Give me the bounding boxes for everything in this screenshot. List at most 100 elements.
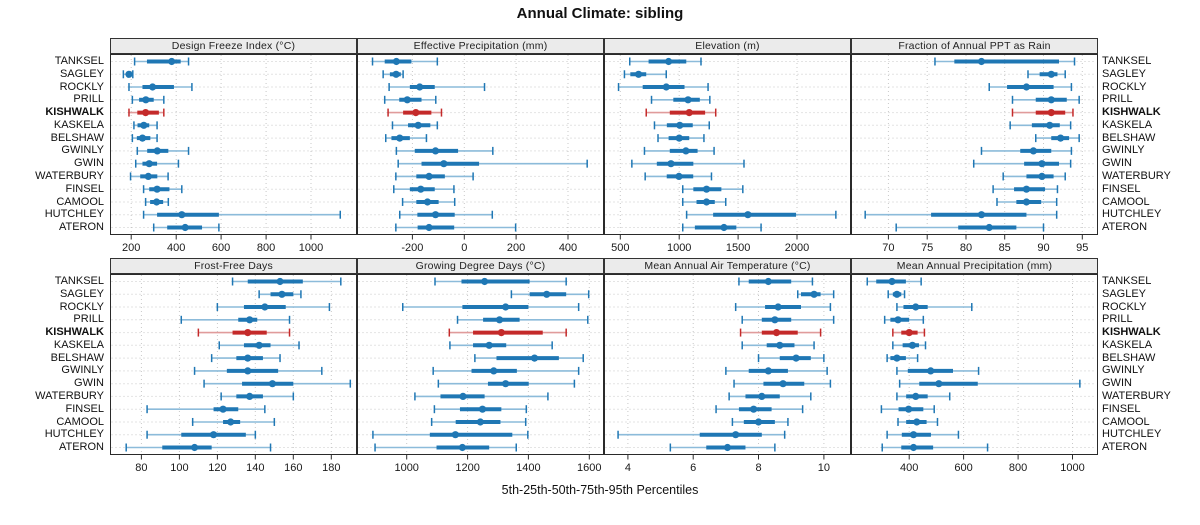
median-dot bbox=[423, 198, 432, 206]
station-label-left-kishwalk: KISHWALK bbox=[45, 326, 104, 339]
interval-row-sagley bbox=[1027, 70, 1066, 79]
interval-row-gwinly bbox=[193, 366, 323, 375]
station-label-right-rockly: ROCKLY bbox=[1102, 300, 1147, 313]
panel-plot: 200 400 600 800 1000 bbox=[110, 54, 357, 254]
median-dot bbox=[414, 121, 422, 129]
median-dot bbox=[675, 134, 683, 142]
interval-row-prill bbox=[383, 95, 437, 104]
panel-header: Fraction of Annual PPT as Rain bbox=[851, 38, 1098, 54]
x-tick-label: 75 bbox=[921, 242, 933, 254]
interval-row-hutchley bbox=[864, 210, 1058, 219]
panel-plot: 400 600 800 1000 bbox=[851, 274, 1098, 474]
interval-row-camool bbox=[996, 197, 1058, 206]
x-tick-label: 400 bbox=[900, 462, 918, 474]
interval-row-waterbury bbox=[129, 172, 169, 181]
interval-row-tanksel bbox=[934, 57, 1076, 66]
median-dot bbox=[459, 392, 467, 400]
interval-row-sagley bbox=[122, 70, 134, 79]
figure-title: Annual Climate: sibling bbox=[516, 5, 684, 22]
median-dot bbox=[219, 405, 227, 413]
interval-row-belshaw bbox=[131, 134, 158, 143]
interval-row-gwinly bbox=[980, 146, 1073, 155]
median-dot bbox=[495, 316, 504, 324]
interval-row-rockly bbox=[896, 303, 973, 312]
station-label-left-waterbury: WATERBURY bbox=[35, 389, 104, 402]
median-dot bbox=[1038, 160, 1046, 168]
interval-row-camool bbox=[897, 417, 939, 426]
median-dot bbox=[209, 431, 218, 439]
median-dot bbox=[1022, 198, 1031, 206]
median-dot bbox=[168, 57, 176, 66]
interval-row-rockly bbox=[401, 303, 580, 312]
interval-row-finsel bbox=[715, 405, 804, 414]
x-tick-label: 90 bbox=[1037, 242, 1049, 254]
median-dot bbox=[667, 160, 675, 168]
station-label-left-gwin: GWIN bbox=[74, 157, 104, 170]
station-label-right-camool: CAMOOL bbox=[1102, 415, 1150, 428]
interval-row-ateron bbox=[681, 223, 762, 232]
interval-row-prill bbox=[180, 315, 291, 324]
station-label-right-sagley: SAGLEY bbox=[1102, 67, 1147, 80]
median-dot bbox=[702, 198, 711, 206]
interval-row-belshaw bbox=[657, 134, 705, 143]
x-tick-label: 8 bbox=[755, 462, 761, 474]
x-tick-label: 400 bbox=[559, 242, 577, 254]
x-tick-label: 200 bbox=[122, 242, 140, 254]
panel-growing-degree-days-c: Growing Degree Days (°C) 1000 1200 1400 1600 bbox=[357, 258, 604, 477]
interval-row-gwinly bbox=[725, 366, 828, 375]
interval-row-belshaw bbox=[474, 354, 584, 363]
median-dot bbox=[913, 418, 921, 426]
station-label-left-finsel: FINSEL bbox=[65, 182, 104, 195]
x-tick-label: 1200 bbox=[455, 462, 479, 474]
median-dot bbox=[417, 185, 425, 193]
median-dot bbox=[912, 392, 920, 400]
interval-row-sagley bbox=[623, 70, 667, 79]
station-label-right-hutchley: HUTCHLEY bbox=[1102, 428, 1162, 441]
panel-plot: 4 6 8 10 bbox=[604, 274, 851, 474]
interval-row-waterbury bbox=[414, 392, 549, 401]
interval-row-tanksel bbox=[231, 277, 342, 286]
interval-row-kishwalk bbox=[448, 328, 567, 337]
median-dot bbox=[478, 405, 487, 413]
station-label-right-gwinly: GWINLY bbox=[1102, 364, 1145, 377]
interval-row-kaskela bbox=[391, 121, 439, 130]
station-label-left-camool: CAMOOL bbox=[56, 415, 104, 428]
interval-row-tanksel bbox=[628, 57, 702, 66]
median-dot bbox=[246, 316, 254, 324]
interval-row-waterbury bbox=[220, 392, 295, 401]
interval-row-kaskela bbox=[218, 341, 300, 350]
median-dot bbox=[764, 367, 772, 375]
median-dot bbox=[255, 341, 263, 349]
interval-row-camool bbox=[681, 197, 727, 206]
interval-row-camool bbox=[191, 417, 276, 426]
median-dot bbox=[261, 303, 269, 311]
interval-row-belshaw bbox=[1035, 134, 1080, 143]
median-dot bbox=[772, 329, 781, 337]
interval-row-kaskela bbox=[741, 341, 815, 350]
interval-row-ateron bbox=[125, 443, 272, 452]
median-dot bbox=[502, 303, 510, 311]
interval-row-finsel bbox=[146, 405, 266, 414]
panel-fraction-of-annual-ppt-as-rain: Fraction of Annual PPT as Rain 70 75 80 85 90… bbox=[851, 38, 1098, 257]
panel-plot: 70 75 80 85 90 95 bbox=[851, 54, 1098, 254]
x-tick-label: 2000 bbox=[785, 242, 809, 254]
station-label-right-finsel: FINSEL bbox=[1102, 402, 1141, 415]
interval-row-ateron bbox=[374, 443, 518, 452]
median-dot bbox=[181, 223, 189, 232]
x-tick-label: 180 bbox=[322, 462, 340, 474]
interval-row-gwinly bbox=[643, 146, 715, 155]
median-dot bbox=[396, 134, 404, 142]
median-dot bbox=[776, 341, 784, 349]
station-label-right-hutchley: HUTCHLEY bbox=[1102, 208, 1162, 221]
station-label-left-tanksel: TANKSEL bbox=[54, 55, 104, 67]
interval-row-kaskela bbox=[133, 121, 158, 130]
station-label-right-camool: CAMOOL bbox=[1102, 195, 1150, 208]
interval-row-ateron bbox=[669, 443, 776, 452]
station-label-left-gwin: GWIN bbox=[74, 377, 104, 390]
station-label-left-kishwalk: KISHWALK bbox=[45, 106, 104, 119]
station-label-left-belshaw: BELSHAW bbox=[50, 131, 104, 144]
interval-row-ateron bbox=[395, 223, 517, 232]
interval-row-hutchley bbox=[617, 430, 786, 439]
panel-header: Mean Annual Precipitation (mm) bbox=[851, 258, 1098, 274]
interval-row-gwinly bbox=[432, 366, 580, 375]
